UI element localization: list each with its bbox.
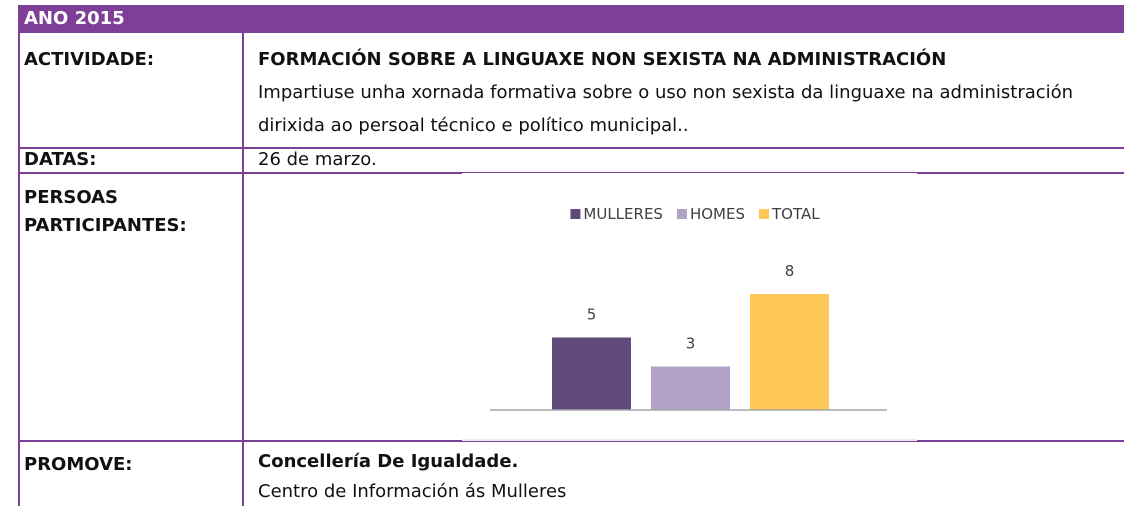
row-text: Centro de Información ás Mulleres [258,481,567,502]
chart: 5 3 8 MULLERES HOMES TOTAL [462,173,917,441]
legend-label: HOMES [690,205,745,223]
border [242,33,244,506]
bar [651,366,730,410]
bar [750,294,829,410]
border [18,172,1124,174]
border [18,147,1124,149]
data-label: 3 [686,335,696,353]
legend-swatch [758,209,769,219]
row-label: PROMOVE: [24,454,133,475]
row-content: FORMACIÓN SOBRE A LINGUAXE NON SEXISTA N… [258,43,1118,142]
bar [552,337,631,410]
legend-swatch [570,209,581,219]
header-title: ANO 2015 [24,8,125,29]
row-title: Concellería De Igualdade. [258,451,519,472]
row-label: DATAS: [24,149,97,170]
legend-label: TOTAL [771,205,820,223]
legend-swatch [676,209,687,219]
row-text: Impartiuse unha xornada formativa sobre … [258,82,1074,136]
row-label: PERSOAS PARTICIPANTES: [24,187,187,236]
border [18,33,20,506]
row-label: ACTIVIDADE: [24,49,155,70]
row-title: FORMACIÓN SOBRE A LINGUAXE NON SEXISTA N… [258,49,947,70]
data-label: 5 [587,306,597,324]
legend-label: MULLERES [583,205,663,223]
row-text: 26 de marzo. [258,149,377,170]
header-bar: ANO 2015 [18,5,1124,33]
row-content: Concellería De Igualdade. Centro de Info… [258,447,1118,507]
data-label: 8 [785,262,795,280]
